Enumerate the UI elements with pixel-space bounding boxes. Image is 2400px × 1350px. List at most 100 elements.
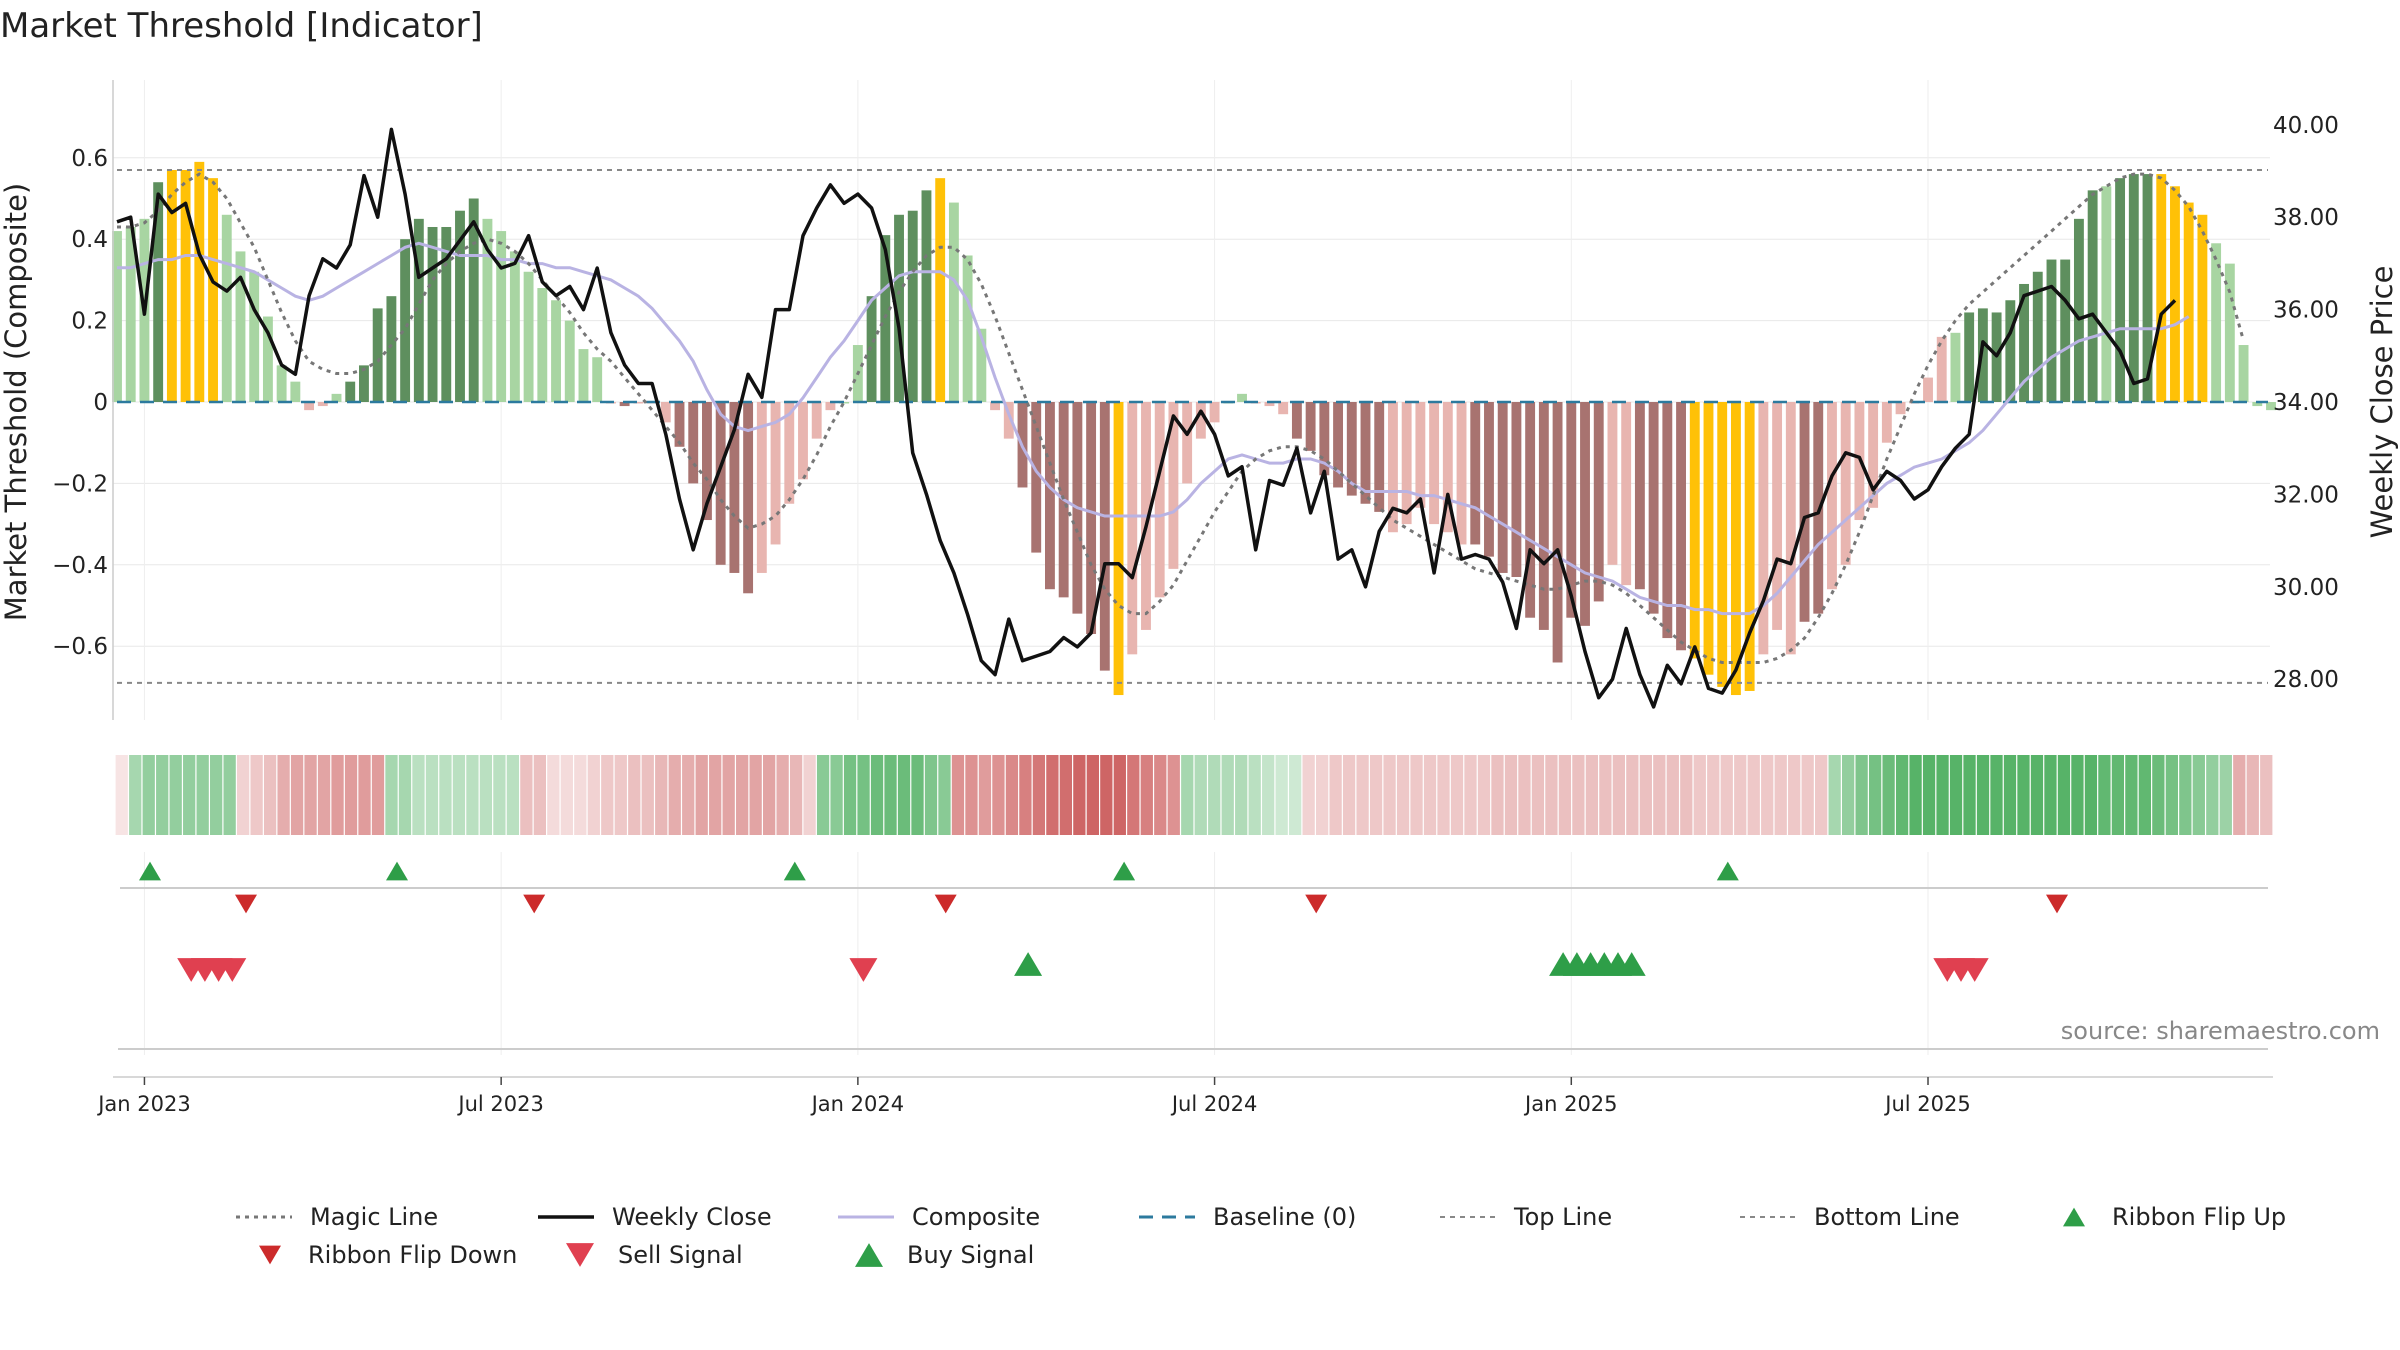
ribbon-cell bbox=[695, 755, 708, 835]
composite-bar bbox=[729, 402, 740, 573]
composite-bar bbox=[1607, 402, 1618, 565]
composite-bar bbox=[249, 271, 260, 402]
ribbon-cell bbox=[236, 755, 250, 835]
composite-bar bbox=[455, 210, 465, 402]
composite-bar bbox=[1113, 402, 1124, 696]
ribbon-cell bbox=[655, 755, 668, 835]
composite-bar bbox=[221, 214, 232, 402]
ribbon-cell bbox=[911, 755, 924, 835]
composite-bar bbox=[1703, 402, 1714, 675]
ribbon-cell bbox=[520, 755, 533, 835]
composite-bar bbox=[811, 402, 822, 439]
composite-bar bbox=[1374, 402, 1385, 512]
composite-bar bbox=[1511, 402, 1522, 578]
ribbon-cell bbox=[1086, 755, 1099, 835]
y-tick-label: −0.2 bbox=[52, 471, 108, 497]
composite-bar bbox=[564, 320, 575, 402]
composite-bar bbox=[1758, 402, 1769, 655]
ribbon-strip bbox=[115, 755, 2273, 835]
sell-signal-marker bbox=[849, 958, 878, 982]
ribbon-cell bbox=[439, 755, 452, 835]
legend-item-magic: Magic Line bbox=[236, 1203, 438, 1231]
ribbon-cell bbox=[1612, 755, 1625, 835]
legend-swatch bbox=[259, 1245, 281, 1265]
ribbon-cell bbox=[263, 755, 277, 835]
ribbon-cell bbox=[452, 755, 466, 835]
ribbon-cell bbox=[897, 755, 911, 835]
composite-bar bbox=[907, 210, 918, 402]
ribbon-cell bbox=[776, 755, 789, 835]
composite-bar bbox=[1580, 402, 1590, 626]
ribbon-cell bbox=[1518, 755, 1531, 835]
composite-bar bbox=[1840, 402, 1851, 565]
composite-bar bbox=[1936, 336, 1947, 402]
composite-bar bbox=[1195, 402, 1206, 439]
ribbon-cell bbox=[412, 755, 425, 835]
composite-bar bbox=[1676, 402, 1686, 651]
ribbon-cell bbox=[398, 755, 412, 835]
composite-bar bbox=[112, 231, 122, 402]
ribbon-cell bbox=[709, 755, 722, 835]
ribbon-cell bbox=[344, 755, 358, 835]
right-y-axis: 40.00 38.00 36.00 34.00 32.00 30.00 28.00 bbox=[2273, 113, 2339, 693]
composite-bar bbox=[1964, 312, 1975, 402]
ribbon-cell bbox=[1315, 755, 1329, 835]
composite-bar bbox=[743, 402, 754, 594]
ribbon-cell bbox=[2017, 755, 2030, 835]
ribbon-cell bbox=[506, 755, 520, 835]
ribbon-flip-down-marker bbox=[934, 894, 957, 914]
composite-bar bbox=[660, 402, 671, 423]
ribbon-cell bbox=[2206, 755, 2219, 835]
ribbon-cell bbox=[1558, 755, 1572, 835]
composite-bar bbox=[1442, 402, 1453, 533]
legend-item-bottom: Bottom Line bbox=[1740, 1203, 1960, 1231]
composite-bar bbox=[290, 381, 301, 402]
ribbon-cell bbox=[1369, 755, 1383, 835]
ribbon-cell bbox=[1450, 755, 1464, 835]
composite-bar bbox=[180, 170, 191, 402]
x-tick-label: Jul 2025 bbox=[1883, 1092, 1970, 1116]
ribbon-cell bbox=[601, 755, 614, 835]
composite-bar bbox=[1744, 402, 1755, 691]
ribbon-cell bbox=[1154, 755, 1167, 835]
composite-bar bbox=[880, 235, 891, 402]
ribbon-cell bbox=[1423, 755, 1437, 835]
composite-bar bbox=[1689, 402, 1700, 659]
ribbon-cell bbox=[1639, 755, 1652, 835]
ribbon-cell bbox=[884, 755, 897, 835]
composite-bar bbox=[2046, 259, 2057, 402]
composite-bar bbox=[359, 365, 369, 402]
ribbon-cell bbox=[1046, 755, 1059, 835]
ribbon-cell bbox=[1734, 755, 1747, 835]
ribbon-cell bbox=[1788, 755, 1801, 835]
ribbon-cell bbox=[1963, 755, 1976, 835]
composite-bar bbox=[2128, 174, 2139, 402]
y-tick-label: 0.6 bbox=[71, 146, 108, 172]
composite-bar bbox=[1305, 402, 1316, 451]
ribbon-cell bbox=[1464, 755, 1477, 835]
legend-label: Bottom Line bbox=[1814, 1203, 1960, 1231]
ribbon-cell bbox=[924, 755, 938, 835]
ribbon-cell bbox=[331, 755, 344, 835]
composite-bar bbox=[619, 402, 630, 407]
composite-bar bbox=[1346, 402, 1357, 496]
ribbon-cell bbox=[574, 755, 587, 835]
ribbon-cell bbox=[1356, 755, 1369, 835]
ribbon-cell bbox=[816, 755, 830, 835]
legend-label: Ribbon Flip Down bbox=[308, 1241, 517, 1269]
chart-lines bbox=[116, 127, 2268, 709]
ribbon-cell bbox=[547, 755, 560, 835]
y2-tick-label: 32.00 bbox=[2273, 482, 2339, 508]
ribbon-cell bbox=[479, 755, 493, 835]
composite-bar bbox=[1525, 402, 1536, 618]
composite-bar bbox=[2060, 259, 2071, 402]
composite-bar bbox=[345, 381, 356, 402]
composite-bar bbox=[1086, 402, 1097, 634]
ribbon-flip-up-marker bbox=[1716, 861, 1739, 881]
ribbon-cell bbox=[560, 755, 573, 835]
ribbon-cell bbox=[1073, 755, 1086, 835]
ribbon-cell bbox=[1342, 755, 1356, 835]
legend-label: Top Line bbox=[1513, 1203, 1612, 1231]
composite-bar bbox=[1881, 402, 1892, 443]
ribbon-cell bbox=[1949, 755, 1963, 835]
